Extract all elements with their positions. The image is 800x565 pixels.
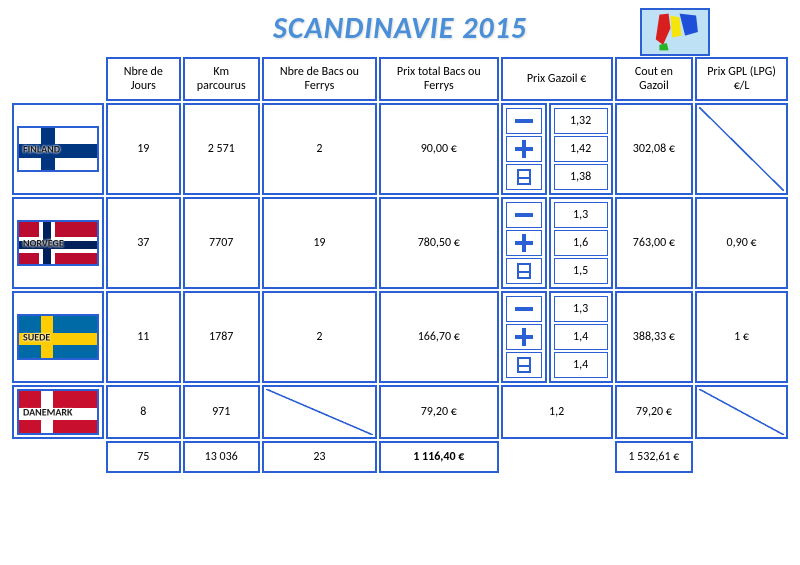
cell-diesel-single: 1,2	[501, 385, 613, 439]
cell-km: 971	[183, 385, 260, 439]
cell-flag: SUEDE	[12, 291, 104, 383]
table-row: FINLAND 19 2 571 2 90,00 € 1,32 1,42 1,3…	[12, 103, 788, 195]
cell-ferry-price: 90,00 €	[379, 103, 499, 195]
cell-ferries	[262, 385, 377, 439]
cell-flag: NORVEGE	[12, 197, 104, 289]
header-diesel-price: Prix Gazoil €	[501, 57, 613, 101]
cell-diesel-values: 1,3 1,6 1,5	[549, 197, 613, 289]
cell-diesel-values: 1,32 1,42 1,38	[549, 103, 613, 195]
total-days: 75	[106, 441, 181, 473]
header-blank	[12, 57, 104, 101]
flag-icon: SUEDE	[17, 314, 99, 360]
cell-lpg: 1 €	[695, 291, 788, 383]
header-row: Nbre de Jours Km parcourus Nbre de Bacs …	[12, 57, 788, 101]
cell-diesel-cost: 763,00 €	[615, 197, 694, 289]
cell-km: 1787	[183, 291, 260, 383]
cell-days: 8	[106, 385, 181, 439]
avg-icon	[512, 168, 536, 186]
page-title: SCANDINAVIE 2015	[273, 10, 527, 47]
cell-ferries: 2	[262, 291, 377, 383]
diesel-avg: 1,38	[554, 164, 608, 190]
cell-km: 7707	[183, 197, 260, 289]
cell-diesel-values: 1,3 1,4 1,4	[549, 291, 613, 383]
cell-lpg	[695, 103, 788, 195]
country-label: DANEMARK	[23, 406, 73, 419]
header-lpg: Prix GPL (LPG) €/L	[695, 57, 788, 101]
diesel-min: 1,32	[554, 108, 608, 134]
total-diesel-cost: 1 532,61 €	[615, 441, 694, 473]
diesel-max: 1,42	[554, 136, 608, 162]
cell-ferries: 19	[262, 197, 377, 289]
country-label: SUEDE	[23, 331, 50, 344]
flag-icon: DANEMARK	[17, 389, 99, 435]
data-table: Nbre de Jours Km parcourus Nbre de Bacs …	[10, 55, 790, 475]
minus-icon	[512, 206, 536, 224]
cell-lpg	[695, 385, 788, 439]
cell-ferries: 2	[262, 103, 377, 195]
cell-ferry-price: 780,50 €	[379, 197, 499, 289]
cell-days: 19	[106, 103, 181, 195]
diesel-max: 1,4	[554, 324, 608, 350]
title-row: SCANDINAVIE 2015	[10, 10, 790, 47]
total-diesel-blank	[501, 441, 613, 473]
cell-km: 2 571	[183, 103, 260, 195]
cell-flag: DANEMARK	[12, 385, 104, 439]
cell-diesel-cost: 79,20 €	[615, 385, 694, 439]
header-ferries: Nbre de Bacs ou Ferrys	[262, 57, 377, 101]
table-row: NORVEGE 37 7707 19 780,50 € 1,3 1,6 1,5 …	[12, 197, 788, 289]
total-lpg-blank	[695, 441, 788, 473]
cell-diesel-cost: 302,08 €	[615, 103, 694, 195]
country-label: FINLAND	[23, 143, 60, 156]
diesel-avg: 1,5	[554, 258, 608, 284]
header-ferry-price: Prix total Bacs ou Ferrys	[379, 57, 499, 101]
avg-icon	[512, 262, 536, 280]
cell-days: 11	[106, 291, 181, 383]
avg-icon	[512, 356, 536, 374]
minus-icon	[512, 112, 536, 130]
cell-lpg: 0,90 €	[695, 197, 788, 289]
cell-diesel-icons	[501, 197, 547, 289]
diesel-min: 1,3	[554, 296, 608, 322]
minus-icon	[512, 300, 536, 318]
plus-icon	[512, 140, 536, 158]
total-ferry-price: 1 116,40 €	[379, 441, 499, 473]
totals-row: 75 13 036 23 1 116,40 € 1 532,61 €	[12, 441, 788, 473]
flag-icon: NORVEGE	[17, 220, 99, 266]
flag-icon: FINLAND	[17, 126, 99, 172]
cell-ferry-price: 79,20 €	[379, 385, 499, 439]
table-row: SUEDE 11 1787 2 166,70 € 1,3 1,4 1,4 388…	[12, 291, 788, 383]
header-km: Km parcourus	[183, 57, 260, 101]
cell-diesel-icons	[501, 103, 547, 195]
cell-flag: FINLAND	[12, 103, 104, 195]
header-days: Nbre de Jours	[106, 57, 181, 101]
plus-icon	[512, 234, 536, 252]
cell-ferry-price: 166,70 €	[379, 291, 499, 383]
diesel-min: 1,3	[554, 202, 608, 228]
cell-days: 37	[106, 197, 181, 289]
table-row: DANEMARK 8 971 79,20 € 1,2 79,20 €	[12, 385, 788, 439]
cell-diesel-cost: 388,33 €	[615, 291, 694, 383]
total-ferries: 23	[262, 441, 377, 473]
diesel-avg: 1,4	[554, 352, 608, 378]
country-label: NORVEGE	[23, 237, 64, 250]
header-diesel-cost: Cout en Gazoil	[615, 57, 694, 101]
plus-icon	[512, 328, 536, 346]
scandinavia-map-icon	[640, 8, 710, 56]
diesel-max: 1,6	[554, 230, 608, 256]
cell-diesel-icons	[501, 291, 547, 383]
total-km: 13 036	[183, 441, 260, 473]
total-blank	[12, 441, 104, 473]
